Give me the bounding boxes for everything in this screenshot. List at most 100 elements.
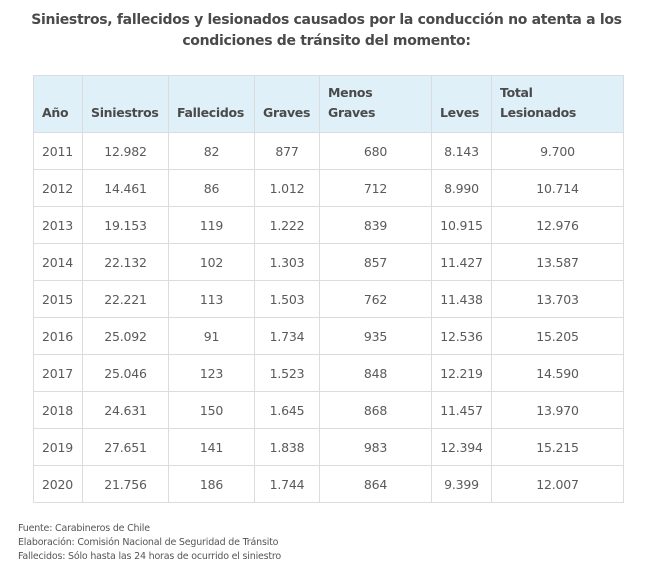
cell-leves: 12.219 xyxy=(431,354,492,392)
cell-menos-graves: 680 xyxy=(319,132,432,170)
header-siniestros: Siniestros xyxy=(82,75,169,133)
table-row: 2018 24.631 150 1.645 868 11.457 13.970 xyxy=(33,391,624,429)
cell-graves: 1.503 xyxy=(254,280,320,318)
cell-leves: 11.438 xyxy=(431,280,492,318)
cell-leves: 11.457 xyxy=(431,391,492,429)
cell-fallecidos: 150 xyxy=(168,391,255,429)
table-row: 2014 22.132 102 1.303 857 11.427 13.587 xyxy=(33,243,624,281)
cell-leves: 10.915 xyxy=(431,206,492,244)
header-row: Año Siniestros Fallecidos Graves Menos Graves… xyxy=(33,75,624,133)
header-line-2: Siniestros xyxy=(91,105,159,120)
cell-year: 2015 xyxy=(33,280,83,318)
cell-leves: 8.990 xyxy=(431,169,492,207)
cell-total-lesionados: 10.714 xyxy=(491,169,624,207)
cell-year: 2012 xyxy=(33,169,83,207)
cell-graves: 1.222 xyxy=(254,206,320,244)
table-body: 2011 12.982 82 877 680 8.143 9.700 2012 14.461 86… xyxy=(33,132,624,503)
title-line-2: condiciones de tránsito del momento: xyxy=(182,33,471,49)
header-line-1: Total xyxy=(500,85,533,100)
cell-leves: 11.427 xyxy=(431,243,492,281)
cell-leves: 12.394 xyxy=(431,428,492,466)
cell-siniestros: 14.461 xyxy=(82,169,169,207)
cell-total-lesionados: 13.703 xyxy=(491,280,624,318)
cell-siniestros: 22.132 xyxy=(82,243,169,281)
cell-year: 2014 xyxy=(33,243,83,281)
table-row: 2011 12.982 82 877 680 8.143 9.700 xyxy=(33,132,624,170)
cell-total-lesionados: 13.587 xyxy=(491,243,624,281)
table-row: 2012 14.461 86 1.012 712 8.990 10.714 xyxy=(33,169,624,207)
cell-year: 2020 xyxy=(33,465,83,503)
header-line-2: Graves xyxy=(263,105,311,120)
cell-graves: 1.838 xyxy=(254,428,320,466)
cell-leves: 12.536 xyxy=(431,317,492,355)
cell-siniestros: 25.046 xyxy=(82,354,169,392)
cell-total-lesionados: 15.215 xyxy=(491,428,624,466)
table-title: Siniestros, fallecidos y lesionados caus… xyxy=(0,10,653,52)
cell-menos-graves: 839 xyxy=(319,206,432,244)
cell-total-lesionados: 12.007 xyxy=(491,465,624,503)
cell-leves: 8.143 xyxy=(431,132,492,170)
table-row: 2020 21.756 186 1.744 864 9.399 12.007 xyxy=(33,465,624,503)
header-graves: Graves xyxy=(254,75,320,133)
cell-menos-graves: 712 xyxy=(319,169,432,207)
cell-siniestros: 21.756 xyxy=(82,465,169,503)
cell-graves: 1.645 xyxy=(254,391,320,429)
cell-menos-graves: 868 xyxy=(319,391,432,429)
cell-menos-graves: 864 xyxy=(319,465,432,503)
cell-total-lesionados: 13.970 xyxy=(491,391,624,429)
header-fallecidos: Fallecidos xyxy=(168,75,255,133)
cell-siniestros: 24.631 xyxy=(82,391,169,429)
cell-fallecidos: 113 xyxy=(168,280,255,318)
cell-graves: 1.744 xyxy=(254,465,320,503)
cell-siniestros: 19.153 xyxy=(82,206,169,244)
cell-year: 2018 xyxy=(33,391,83,429)
table-row: 2015 22.221 113 1.503 762 11.438 13.703 xyxy=(33,280,624,318)
header-year: Año xyxy=(33,75,83,133)
cell-menos-graves: 762 xyxy=(319,280,432,318)
table-row: 2016 25.092 91 1.734 935 12.536 15.205 xyxy=(33,317,624,355)
title-line-1: Siniestros, fallecidos y lesionados caus… xyxy=(31,12,622,28)
header-line-2: Leves xyxy=(440,105,480,120)
cell-year: 2017 xyxy=(33,354,83,392)
cell-fallecidos: 186 xyxy=(168,465,255,503)
footnotes: Fuente: Carabineros de Chile Elaboración… xyxy=(18,522,281,564)
cell-fallecidos: 102 xyxy=(168,243,255,281)
cell-graves: 1.523 xyxy=(254,354,320,392)
cell-year: 2013 xyxy=(33,206,83,244)
header-line-2: Graves xyxy=(328,105,376,120)
cell-fallecidos: 86 xyxy=(168,169,255,207)
cell-menos-graves: 857 xyxy=(319,243,432,281)
cell-leves: 9.399 xyxy=(431,465,492,503)
cell-total-lesionados: 14.590 xyxy=(491,354,624,392)
note-elaboration: Elaboración: Comisión Nacional de Seguri… xyxy=(18,537,279,548)
cell-total-lesionados: 12.976 xyxy=(491,206,624,244)
cell-year: 2016 xyxy=(33,317,83,355)
cell-menos-graves: 983 xyxy=(319,428,432,466)
cell-menos-graves: 848 xyxy=(319,354,432,392)
cell-graves: 1.734 xyxy=(254,317,320,355)
header-line-1: Menos xyxy=(328,85,373,100)
cell-fallecidos: 82 xyxy=(168,132,255,170)
cell-total-lesionados: 15.205 xyxy=(491,317,624,355)
cell-siniestros: 25.092 xyxy=(82,317,169,355)
header-line-2: Lesionados xyxy=(500,105,577,120)
cell-graves: 1.303 xyxy=(254,243,320,281)
cell-graves: 877 xyxy=(254,132,320,170)
cell-siniestros: 12.982 xyxy=(82,132,169,170)
table-row: 2017 25.046 123 1.523 848 12.219 14.590 xyxy=(33,354,624,392)
header-menos-graves: Menos Graves xyxy=(319,75,432,133)
cell-graves: 1.012 xyxy=(254,169,320,207)
cell-year: 2011 xyxy=(33,132,83,170)
table-row: 2013 19.153 119 1.222 839 10.915 12.976 xyxy=(33,206,624,244)
data-table: Año Siniestros Fallecidos Graves Menos Graves… xyxy=(33,75,624,503)
cell-fallecidos: 119 xyxy=(168,206,255,244)
cell-fallecidos: 123 xyxy=(168,354,255,392)
table-row: 2019 27.651 141 1.838 983 12.394 15.215 xyxy=(33,428,624,466)
header-line-2: Año xyxy=(42,105,69,120)
cell-total-lesionados: 9.700 xyxy=(491,132,624,170)
cell-fallecidos: 91 xyxy=(168,317,255,355)
cell-siniestros: 27.651 xyxy=(82,428,169,466)
cell-year: 2019 xyxy=(33,428,83,466)
note-source: Fuente: Carabineros de Chile xyxy=(18,523,150,534)
header-total-lesionados: Total Lesionados xyxy=(491,75,624,133)
